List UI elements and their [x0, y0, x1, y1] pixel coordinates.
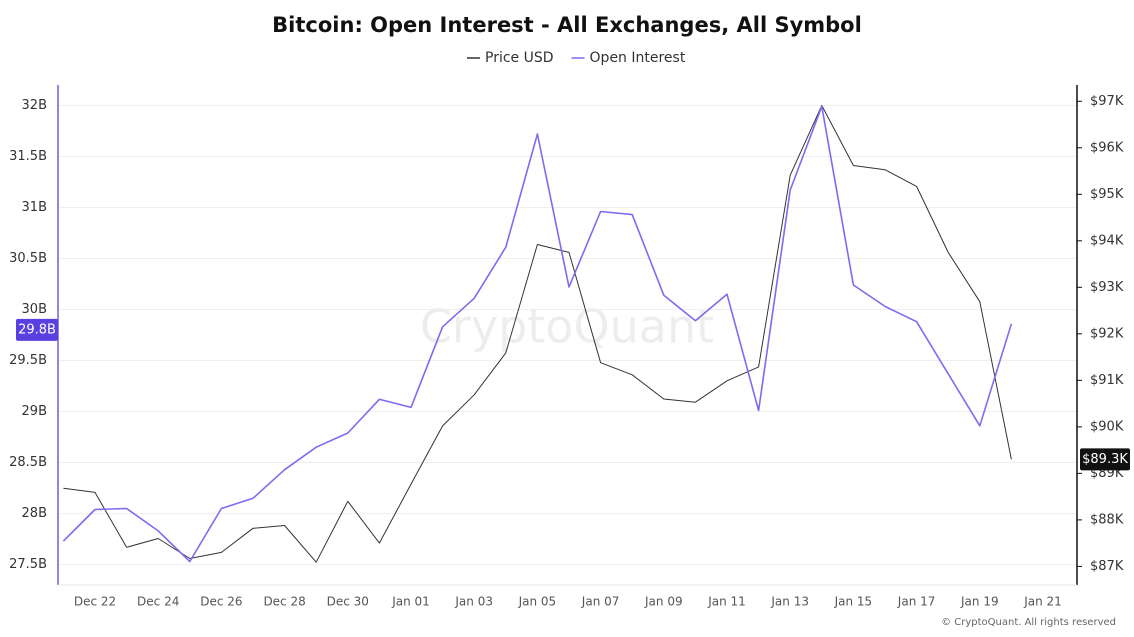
value-badge-label: $89.3K: [1082, 452, 1128, 467]
value-badge-label: 29.8B: [18, 322, 56, 337]
y-tick-label: 28B: [22, 506, 47, 521]
y2-tick-label: $97K: [1090, 94, 1124, 109]
value-badge: [1080, 448, 1130, 471]
y-tick-label: 27.5B: [9, 557, 47, 572]
x-tick-label: Jan 03: [454, 595, 493, 609]
series-line: [62, 105, 1013, 563]
x-tick-label: Dec 22: [74, 595, 116, 609]
value-badge: [16, 318, 58, 341]
y-tick-label: 31.5B: [9, 149, 47, 164]
y2-tick-label: $88K: [1090, 512, 1124, 527]
chart-title: Bitcoin: Open Interest - All Exchanges, …: [272, 13, 862, 37]
x-tick-label: Jan 05: [518, 595, 557, 609]
x-tick-label: Jan 09: [644, 595, 683, 609]
x-tick-label: Jan 19: [960, 595, 999, 609]
y2-tick-label: $90K: [1090, 419, 1124, 434]
x-tick-label: Jan 11: [707, 595, 746, 609]
y2-tick-label: $96K: [1090, 140, 1124, 155]
y-tick-label: 31B: [22, 200, 47, 215]
credit: © CryptoQuant. All rights reserved: [941, 617, 1116, 628]
x-tick-label: Jan 13: [770, 595, 809, 609]
y2-tick-label: $95K: [1090, 187, 1124, 202]
y2-tick-label: $87K: [1090, 559, 1124, 574]
y-tick-label: 29.5B: [9, 353, 47, 368]
x-tick-label: Dec 24: [137, 595, 179, 609]
y2-tick-label: $92K: [1090, 326, 1124, 341]
x-tick-label: Jan 21: [1023, 595, 1062, 609]
y-tick-label: 29B: [22, 404, 47, 419]
watermark: CryptoQuant: [420, 300, 714, 354]
y2-tick-label: $94K: [1090, 233, 1124, 248]
x-tick-label: Jan 01: [391, 595, 430, 609]
x-tick-label: Dec 26: [200, 595, 242, 609]
x-tick-label: Jan 15: [834, 595, 873, 609]
y-tick-label: 32B: [22, 98, 47, 113]
y-tick-label: 30B: [22, 302, 47, 317]
x-tick-label: Dec 30: [327, 595, 369, 609]
legend-label: Price USD: [485, 50, 554, 66]
y-tick-label: 30.5B: [9, 251, 47, 266]
x-tick-label: Jan 07: [581, 595, 620, 609]
y2-tick-label: $93K: [1090, 280, 1124, 295]
legend-label: Open Interest: [590, 50, 686, 66]
y2-tick-label: $91K: [1090, 373, 1124, 388]
x-tick-label: Jan 17: [897, 595, 936, 609]
y-tick-label: 28.5B: [9, 455, 47, 470]
x-tick-label: Dec 28: [263, 595, 305, 609]
series-line: [63, 105, 1012, 563]
